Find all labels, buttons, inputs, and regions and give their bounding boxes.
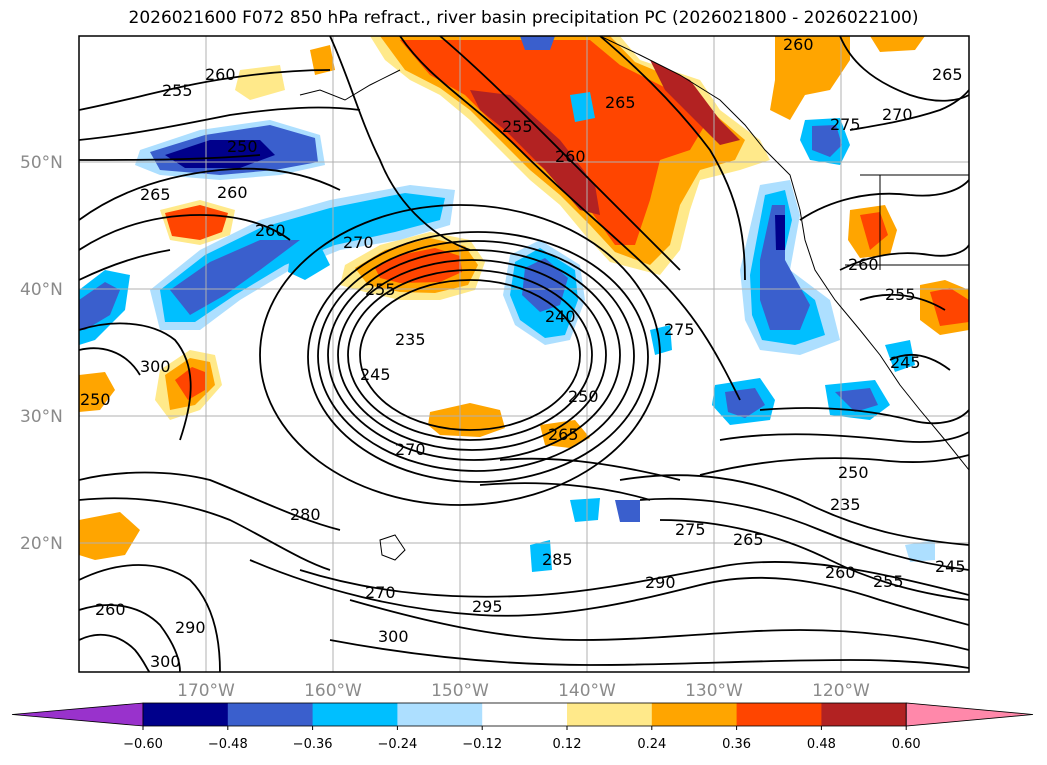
contour-label: 250 [568, 387, 599, 406]
colorbar-frame [142, 702, 907, 727]
contour-label: 250 [227, 137, 258, 156]
colorbar-tick-label: −0.60 [123, 737, 163, 752]
contour-label: 300 [140, 357, 171, 376]
contour-label: 235 [830, 495, 861, 514]
contour-label: 260 [848, 255, 879, 274]
lat-label-20n: 20°N [20, 534, 63, 554]
coastlines [299, 36, 969, 561]
map-title: 2026021600 F072 850 hPa refract., river … [128, 8, 919, 28]
contour-label: 260 [255, 221, 286, 240]
colorbar-tick-label: 0.60 [892, 737, 921, 752]
contour-label: 290 [645, 573, 676, 592]
contour-label: 250 [838, 463, 869, 482]
contour-label: 240 [545, 307, 576, 326]
lon-label-150w: 150°W [431, 681, 489, 701]
colorbar-segment [482, 703, 568, 726]
contour-label: 255 [365, 280, 396, 299]
colorbar-segment [397, 703, 483, 726]
colorbar-tick-label: −0.36 [293, 737, 333, 752]
contour-label: 265 [605, 93, 636, 112]
lon-label-120w: 120°W [812, 681, 870, 701]
contour-label: 275 [675, 520, 706, 539]
contour-label: 260 [555, 147, 586, 166]
contour-label: 250 [80, 390, 111, 409]
refractivity-contours [79, 36, 969, 672]
contour-label: 265 [932, 65, 963, 84]
contour-label: 260 [783, 35, 814, 54]
contour-label: 245 [890, 353, 921, 372]
contour-labels: 260 255 250 265 260 260 270 255 240 275 … [80, 35, 966, 671]
colorbar-segment [821, 703, 907, 726]
contour-label: 255 [502, 117, 533, 136]
contour-label: 265 [548, 425, 579, 444]
contour-label: 280 [290, 505, 321, 524]
contour-label: 275 [830, 115, 861, 134]
lat-label-40n: 40°N [20, 280, 63, 300]
contour-label: 270 [395, 440, 426, 459]
lat-label-30n: 30°N [20, 407, 63, 427]
colorbar: −0.60 −0.48 −0.36 −0.24 −0.12 0.12 0.24 0.36 0.4… [11, 702, 1034, 752]
colorbar-segment [227, 703, 314, 726]
colorbar-tick-label: 0.48 [807, 737, 836, 752]
contour-label: 260 [217, 183, 248, 202]
colorbar-extend-min [11, 702, 144, 727]
lat-label-50n: 50°N [20, 153, 63, 173]
contour-label: 265 [140, 185, 171, 204]
contour-label: 275 [664, 320, 695, 339]
contour-label: 270 [882, 105, 913, 124]
contour-label: 245 [935, 557, 966, 576]
contour-label: 270 [365, 583, 396, 602]
colorbar-tick-label: −0.24 [377, 737, 417, 752]
contour-label: 300 [150, 652, 181, 671]
colorbar-segment [143, 703, 229, 726]
contour-label: 300 [378, 627, 409, 646]
contour-label: 260 [95, 600, 126, 619]
longitude-labels: 170°W 160°W 150°W 140°W 130°W 120°W [177, 681, 870, 701]
colorbar-tick-label: 0.24 [637, 737, 666, 752]
colorbar-segment [651, 703, 738, 726]
contour-label: 285 [542, 550, 573, 569]
contour-label: 255 [873, 572, 904, 591]
colorbar-tick-label: −0.12 [462, 737, 502, 752]
plot-frame [78, 35, 970, 673]
contour-label: 260 [825, 563, 856, 582]
colorbar-segment [736, 703, 822, 726]
contour-label: 290 [175, 618, 206, 637]
contour-label: 265 [733, 530, 764, 549]
colorbar-segment [567, 703, 653, 726]
negative-anomaly-shading [79, 36, 935, 572]
colorbar-segment [312, 703, 398, 726]
contour-label: 255 [162, 81, 193, 100]
colorbar-tick-label: 0.12 [553, 737, 582, 752]
contour-label: 245 [360, 365, 391, 384]
positive-anomaly-shading [79, 36, 969, 560]
lon-label-140w: 140°W [558, 681, 616, 701]
colorbar-tick-label: 0.36 [722, 737, 751, 752]
contour-label: 260 [205, 65, 236, 84]
colorbar-tick-label: −0.48 [208, 737, 248, 752]
lon-label-160w: 160°W [304, 681, 362, 701]
contour-label: 270 [343, 233, 374, 252]
contour-label: 235 [395, 330, 426, 349]
contour-label: 255 [885, 285, 916, 304]
colorbar-extend-max [905, 702, 1034, 727]
lon-label-130w: 130°W [685, 681, 743, 701]
lon-label-170w: 170°W [177, 681, 235, 701]
latitude-labels: 50°N 40°N 30°N 20°N [20, 153, 63, 554]
contour-label: 295 [472, 597, 503, 616]
